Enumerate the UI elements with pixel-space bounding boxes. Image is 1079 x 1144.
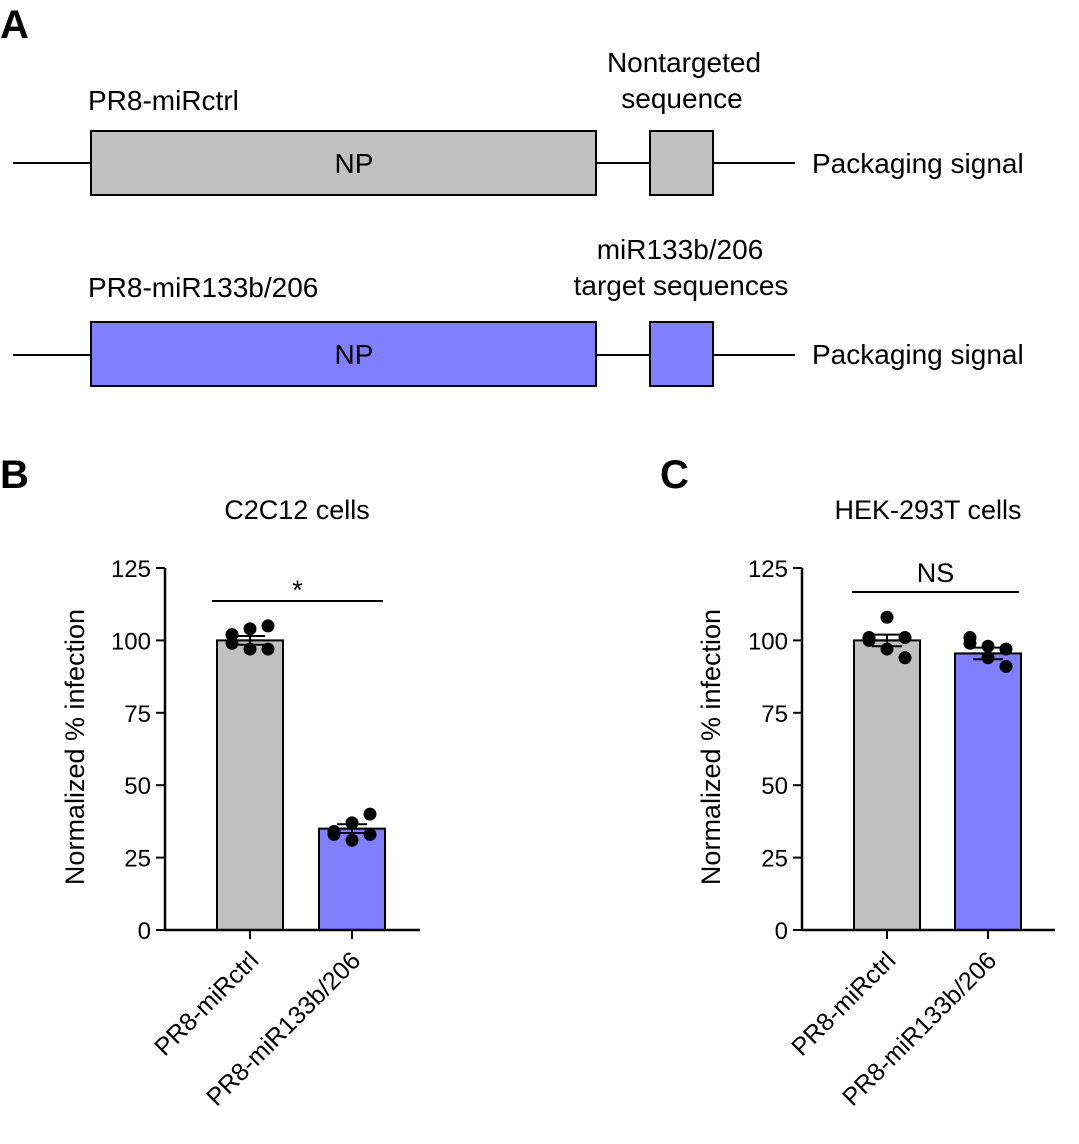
y-tick-label: 0 [775, 918, 788, 945]
data-point [363, 827, 377, 841]
data-point [963, 636, 977, 650]
significance-label: * [292, 575, 303, 605]
y-tick-label: 75 [761, 701, 788, 728]
np-gene-box-miR133b-206 [90, 321, 597, 387]
panel-letter-a: A [0, 3, 29, 47]
panel-letter-b: B [0, 453, 29, 497]
data-point [225, 636, 239, 650]
bars [216, 639, 386, 932]
bar [216, 639, 284, 932]
chart-b-c2c12: C2C12 cells Normalized % infection 0 25 50… [60, 495, 420, 1112]
bar [954, 652, 1022, 931]
packaging-signal-label-miR133b-206: Packaging signal [812, 339, 1024, 370]
axes [800, 568, 1055, 939]
data-point [363, 807, 377, 821]
y-tick-label: 100 [111, 628, 151, 655]
data-point [243, 642, 257, 656]
axes [163, 568, 420, 939]
y-tick-label: 0 [138, 918, 151, 945]
y-tick-label: 125 [111, 556, 151, 583]
y-axis-ticks: 0 25 50 75 100 125 [111, 556, 165, 945]
y-axis-title: Normalized % infection [60, 609, 90, 885]
np-gene-label-miR133b-206: NP [335, 339, 374, 370]
y-tick-label: 75 [124, 701, 151, 728]
data-point [880, 642, 894, 656]
bar [853, 639, 921, 932]
y-axis-ticks: 0 25 50 75 100 125 [748, 556, 802, 945]
data-point [981, 651, 995, 665]
data-point [862, 631, 876, 645]
data-point [999, 659, 1013, 673]
chart-title: HEK-293T cells [834, 495, 1021, 525]
data-point [898, 631, 912, 645]
insert-label-miRctrl-line1: Nontargeted [607, 47, 761, 78]
construct-miR133b-206: PR8-miR133b/206 miR133b/206 target seque… [13, 234, 1024, 387]
data-point [345, 816, 359, 830]
insert-box-miR133b-206 [649, 321, 714, 387]
construct-name-miRctrl: PR8-miRctrl [88, 85, 239, 116]
y-tick-label: 25 [761, 846, 788, 873]
bars [853, 639, 1022, 932]
insert-box-miRctrl [649, 130, 714, 196]
y-tick-label: 50 [124, 773, 151, 800]
data-point [345, 833, 359, 847]
data-point [880, 610, 894, 624]
chart-c-hek293t: HEK-293T cells Normalized % infection 0 2… [696, 495, 1055, 1112]
packaging-signal-label-miRctrl: Packaging signal [812, 148, 1024, 179]
panel-letter-c: C [660, 453, 689, 497]
y-tick-label: 25 [124, 846, 151, 873]
data-point [898, 651, 912, 665]
significance: NS [852, 558, 1019, 593]
construct-miRctrl: PR8-miRctrl Nontargeted sequence NP Pack… [13, 47, 1024, 196]
data-point [327, 827, 341, 841]
y-tick-label: 100 [748, 628, 788, 655]
significance-label: NS [917, 558, 955, 588]
category-label: PR8-miRctrl [149, 946, 264, 1061]
np-gene-label-miRctrl: NP [335, 148, 374, 179]
insert-label-miRctrl-line2: sequence [621, 83, 742, 114]
significance: * [212, 575, 383, 605]
data-point [981, 639, 995, 653]
insert-label-miR133b-206-line1: miR133b/206 [597, 234, 764, 265]
data-points [225, 619, 377, 847]
y-tick-label: 50 [761, 773, 788, 800]
construct-name-miR133b-206: PR8-miR133b/206 [88, 272, 318, 303]
insert-label-miR133b-206-line2: target sequences [574, 270, 789, 301]
data-point [999, 642, 1013, 656]
data-points [862, 610, 1013, 673]
data-point [261, 619, 275, 633]
data-point [243, 622, 257, 636]
y-axis-title: Normalized % infection [696, 609, 726, 885]
data-point [261, 642, 275, 656]
chart-title: C2C12 cells [224, 495, 370, 525]
panel-a: A PR8-miRctrl Nontargeted sequence NP Pa… [0, 3, 1024, 387]
y-tick-label: 125 [748, 556, 788, 583]
